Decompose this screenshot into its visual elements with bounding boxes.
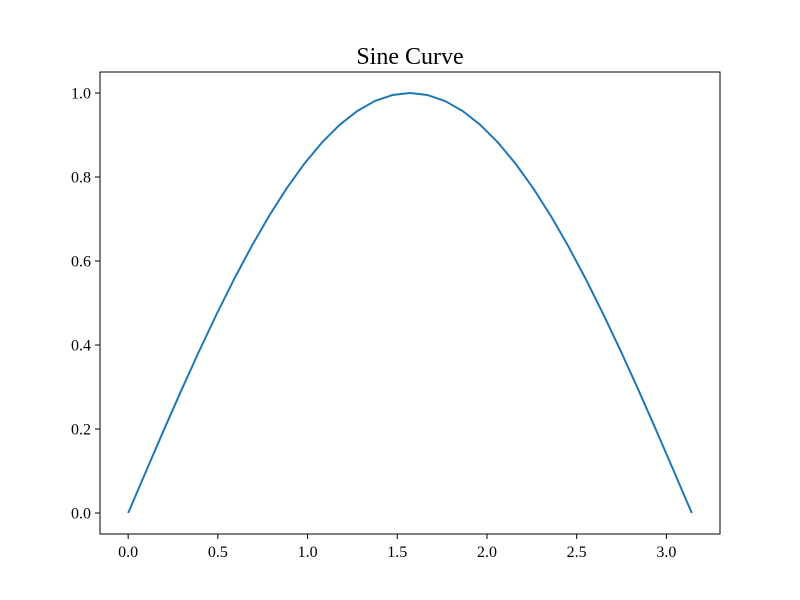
plot-area bbox=[127, 92, 693, 514]
sine-series-line bbox=[127, 92, 693, 514]
x-tick-label: 1.5 bbox=[387, 544, 407, 561]
axes-frame bbox=[99, 71, 721, 535]
chart-title: Sine Curve bbox=[356, 44, 463, 70]
x-tick-label: 3.0 bbox=[656, 544, 676, 561]
y-tick-label: 0.8 bbox=[71, 170, 91, 187]
x-axis: 0.0 0.5 1.0 1.5 2.0 2.5 3.0 bbox=[118, 534, 676, 561]
y-tick-label: 1.0 bbox=[71, 86, 91, 103]
y-tick-label: 0.0 bbox=[71, 506, 91, 523]
x-tick-label: 0.5 bbox=[208, 544, 228, 561]
y-axis: 0.0 0.2 0.4 0.6 0.8 1.0 bbox=[71, 86, 100, 523]
x-tick-label: 0.0 bbox=[118, 544, 138, 561]
y-tick-label: 0.6 bbox=[71, 254, 91, 271]
x-tick-label: 1.0 bbox=[298, 544, 318, 561]
y-tick-label: 0.2 bbox=[71, 422, 91, 439]
x-tick-label: 2.5 bbox=[567, 544, 587, 561]
x-tick-label: 2.0 bbox=[477, 544, 497, 561]
y-tick-label: 0.4 bbox=[71, 338, 91, 355]
